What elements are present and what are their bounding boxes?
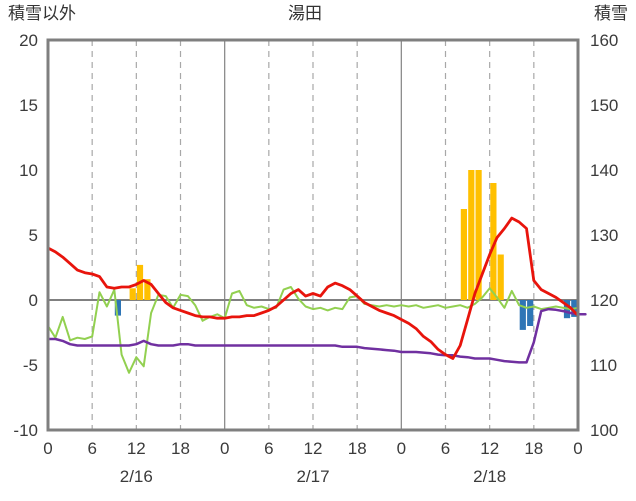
left-axis-tick-label: 5	[29, 226, 38, 245]
date-label: 2/17	[296, 467, 329, 486]
right-axis-tick-label: 160	[590, 31, 618, 50]
chart-title: 湯田	[288, 4, 322, 23]
left-axis-title: 積雪以外	[8, 4, 76, 23]
x-axis-tick-label: 12	[304, 439, 323, 458]
left-axis-tick-label: 15	[19, 96, 38, 115]
plot-frame	[46, 38, 580, 432]
right-axis-tick-label: 150	[590, 96, 618, 115]
x-axis-tick-label: 0	[573, 439, 582, 458]
snowfall-positive-bar	[129, 288, 136, 300]
x-axis-tick-label: 6	[441, 439, 450, 458]
temperature-line	[46, 216, 580, 360]
x-axis-tick-label: 18	[171, 439, 190, 458]
snowfall-positive-bar	[468, 170, 475, 300]
green-series-line	[47, 286, 579, 374]
right-axis-tick-label: 110	[590, 356, 617, 375]
left-axis-tick-label: -10	[13, 421, 38, 440]
x-axis-tick-label: 6	[264, 439, 273, 458]
right-axis-tick-label: 100	[590, 421, 618, 440]
right-axis-tick-label: 120	[590, 291, 618, 310]
snowfall-positive-bar	[460, 209, 467, 300]
snowfall-positive-bar	[144, 279, 151, 300]
left-axis-tick-label: 20	[19, 31, 38, 50]
x-axis-tick-label: 18	[524, 439, 543, 458]
x-axis-tick-label: 12	[127, 439, 146, 458]
snowfall-positive-bar	[475, 170, 482, 300]
snowfall-positive-bar	[497, 254, 504, 300]
x-axis-tick-label: 0	[43, 439, 52, 458]
x-axis-tick-label: 0	[220, 439, 229, 458]
x-axis-tick-label: 6	[87, 439, 96, 458]
date-label: 2/16	[120, 467, 153, 486]
snowfall-negative-bar	[527, 300, 534, 326]
snowfall-positive-bar	[490, 183, 497, 300]
right-axis-title: 積雪	[594, 4, 628, 23]
x-axis-tick-label: 12	[480, 439, 499, 458]
left-axis-tick-label: -5	[23, 356, 38, 375]
date-label: 2/18	[473, 467, 506, 486]
snow-depth-line	[46, 307, 587, 364]
x-axis-tick-label: 0	[397, 439, 406, 458]
snowfall-negative-bar	[114, 300, 121, 316]
x-axis-tick-label: 18	[348, 439, 367, 458]
left-axis-tick-label: 0	[29, 291, 38, 310]
right-axis-tick-label: 130	[590, 226, 618, 245]
snowfall-negative-bar	[519, 300, 526, 330]
right-axis-tick-label: 140	[590, 161, 618, 180]
left-axis-tick-label: 10	[19, 161, 38, 180]
